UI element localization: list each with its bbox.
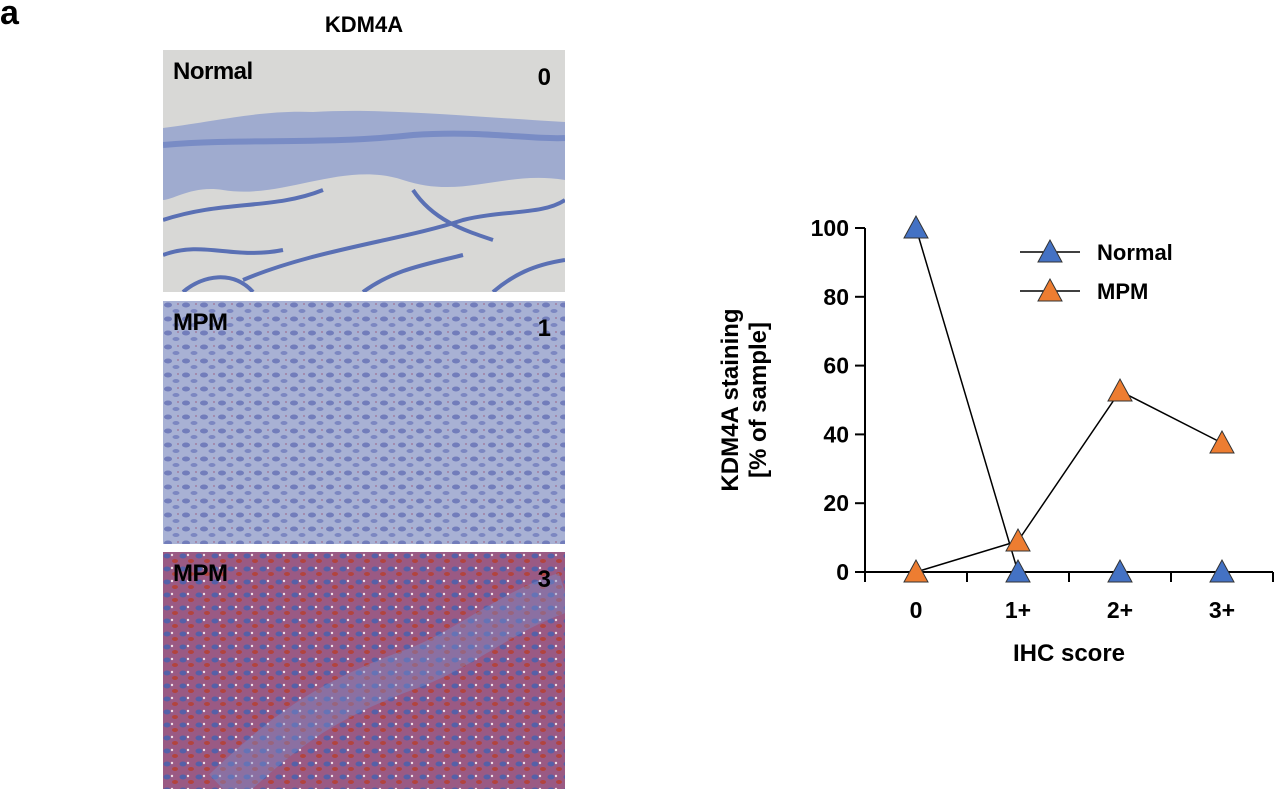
y-tick-label: 0 — [836, 559, 849, 585]
legend-triangle-icon — [1037, 277, 1063, 302]
triangle-marker-icon — [1209, 558, 1235, 583]
series-line-normal — [915, 227, 1222, 573]
triangle-marker-icon — [1107, 558, 1133, 583]
y-tick-label: 40 — [823, 421, 849, 447]
triangle-marker-icon — [1107, 378, 1133, 402]
x-axis-title: IHC score — [1013, 640, 1125, 667]
triangle-marker-icon — [1209, 429, 1235, 454]
y-tick-label: 100 — [811, 215, 849, 241]
series-lines — [915, 227, 1223, 573]
tissue-image — [163, 301, 565, 544]
triangle-marker-icon — [1005, 527, 1031, 552]
micrograph-score: 0 — [537, 64, 551, 91]
y-tick-label: 80 — [823, 284, 849, 310]
micrograph-label: MPM — [173, 309, 228, 336]
y-axis-title-line2: [% of sample] — [745, 322, 772, 478]
x-tick-label: 1+ — [1005, 597, 1031, 623]
y-axis-title-line1: KDM4A staining — [717, 308, 744, 491]
y-axis-title: KDM4A staining [% of sample] — [717, 308, 772, 491]
x-tick-label: 0 — [910, 597, 923, 623]
tissue-image — [163, 50, 565, 292]
y-tick-label: 20 — [823, 490, 849, 516]
tissue-image — [163, 552, 565, 789]
micrograph-mpm-score-3: MPM 3 — [163, 552, 565, 789]
micrograph-mpm-score-1: MPM 1 — [163, 301, 565, 544]
gene-title: KDM4A — [324, 12, 404, 37]
legend-label-mpm: MPM — [1097, 279, 1148, 304]
micrograph-label: MPM — [173, 560, 228, 587]
legend-triangle-icon — [1037, 238, 1063, 263]
triangle-marker-icon — [903, 558, 929, 583]
triangle-marker-icon — [1005, 558, 1031, 583]
legend: Normal MPM — [1020, 238, 1173, 304]
x-tick-label: 2+ — [1107, 597, 1133, 623]
panel-letter: a — [0, 0, 19, 32]
series-markers — [903, 214, 1235, 583]
triangle-marker-icon — [903, 214, 929, 239]
legend-label-normal: Normal — [1097, 240, 1173, 265]
micrograph-score: 3 — [537, 566, 551, 593]
micrograph-score: 1 — [537, 315, 551, 342]
x-tick-label: 3+ — [1209, 597, 1235, 623]
y-axis: 0 20 40 60 80 100 — [811, 215, 866, 585]
y-tick-label: 60 — [823, 353, 849, 379]
micrograph-normal-score-0: Normal 0 — [163, 50, 565, 292]
series-line-mpm — [915, 390, 1223, 573]
micrograph-label: Normal — [173, 58, 253, 85]
